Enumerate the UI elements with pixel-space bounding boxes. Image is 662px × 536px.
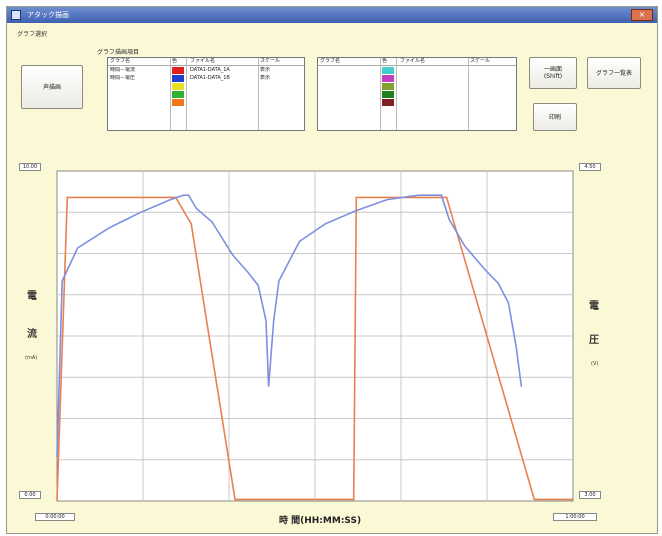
row-graph-name: [108, 83, 170, 90]
row-graph-name: 時間－電流: [110, 67, 136, 73]
table-row[interactable]: [108, 91, 304, 98]
row-file-name: [188, 83, 258, 90]
app-icon: [11, 10, 21, 20]
column-divider: [396, 58, 397, 130]
column-divider: [468, 58, 469, 130]
table-row[interactable]: [318, 83, 516, 90]
series-table-left: グラフ名 色 ファイル名 スケール 時間－電流 DATA1-DATA_1A 表示 時間…: [107, 57, 305, 131]
draw-button[interactable]: 声描画: [21, 65, 83, 109]
table-row[interactable]: [318, 75, 516, 82]
table-row[interactable]: [318, 91, 516, 98]
row-graph-name: [108, 91, 170, 98]
color-swatch[interactable]: [172, 83, 184, 90]
row-file-name: [188, 91, 258, 98]
row-scale: 表示: [260, 75, 271, 81]
color-swatch[interactable]: [172, 99, 184, 106]
y-right-max-field[interactable]: 4.50: [579, 163, 601, 171]
row-file-name: [188, 99, 258, 106]
color-swatch[interactable]: [172, 75, 184, 82]
column-divider: [258, 58, 259, 130]
color-swatch[interactable]: [172, 67, 184, 74]
table-row[interactable]: [108, 83, 304, 90]
color-swatch[interactable]: [382, 67, 394, 74]
row-scale: [258, 99, 304, 106]
header-color: 色: [382, 58, 388, 64]
header-graph-name: グラフ名: [320, 58, 341, 64]
x-axis-label: 時 間(HH:MM:SS): [279, 516, 362, 526]
window-title: アタック描画: [27, 11, 69, 19]
row-file-name: DATA1-DATA_1A: [190, 67, 230, 73]
column-divider: [186, 58, 187, 130]
column-divider: [380, 58, 381, 130]
table-row[interactable]: 時間－電流 DATA1-DATA_1A 表示: [108, 67, 304, 74]
print-button[interactable]: 印刷: [533, 103, 577, 131]
color-swatch[interactable]: [382, 99, 394, 106]
y-left-min-field[interactable]: 0.00: [19, 491, 41, 499]
series-table-right: グラフ名 色 ファイル名 スケール: [317, 57, 517, 131]
y-right-label-char: 圧: [589, 335, 599, 346]
close-button[interactable]: ×: [631, 9, 653, 21]
y-right-unit: (V): [591, 361, 599, 367]
header-file-name: ファイル名: [190, 58, 216, 64]
color-swatch[interactable]: [172, 91, 184, 98]
y-right-min-field[interactable]: 3.00: [579, 491, 601, 499]
menu-graph-select[interactable]: グラフ選択: [17, 31, 48, 38]
row-scale: 表示: [260, 67, 271, 73]
group-label: グラフ描画項目: [97, 49, 140, 56]
y-left-unit: (mA): [25, 355, 38, 361]
table-row[interactable]: [108, 99, 304, 106]
y-left-label-char: 流: [27, 329, 37, 340]
row-graph-name: [108, 99, 170, 106]
color-swatch[interactable]: [382, 83, 394, 90]
row-scale: [258, 83, 304, 90]
color-swatch[interactable]: [382, 91, 394, 98]
table-row[interactable]: [318, 67, 516, 74]
x-max-field[interactable]: 1:00:00: [553, 513, 597, 521]
header-file-name: ファイル名: [400, 58, 426, 64]
chart: [56, 170, 574, 502]
app-window: アタック描画 × グラフ選択 声描画 グラフ描画項目 グラフ名 色 ファイル名 …: [6, 6, 658, 534]
row-scale: [258, 91, 304, 98]
x-min-field[interactable]: 0:00:00: [35, 513, 75, 521]
y-right-label-char: 電: [589, 301, 599, 312]
header-color: 色: [172, 58, 178, 64]
y-left-label-char: 電: [27, 291, 37, 302]
graph-list-button[interactable]: グラフ一覧表: [587, 57, 641, 89]
voltage-series-line: [56, 194, 523, 458]
table-header: グラフ名 色 ファイル名 スケール: [318, 58, 516, 66]
y-left-max-field[interactable]: 10.00: [19, 163, 41, 171]
header-graph-name: グラフ名: [110, 58, 131, 64]
table-row[interactable]: 時間－電圧 DATA1-DATA_1B 表示: [108, 75, 304, 82]
table-header: グラフ名 色 ファイル名 スケール: [108, 58, 304, 66]
table-row[interactable]: [318, 99, 516, 106]
row-graph-name: 時間－電圧: [110, 75, 136, 81]
single-screen-button[interactable]: 一画面 (Shift): [529, 57, 577, 89]
header-scale: スケール: [260, 58, 281, 64]
title-bar[interactable]: アタック描画 ×: [7, 7, 657, 23]
color-swatch[interactable]: [382, 75, 394, 82]
row-file-name: DATA1-DATA_1B: [190, 75, 230, 81]
column-divider: [170, 58, 171, 130]
header-scale: スケール: [470, 58, 491, 64]
